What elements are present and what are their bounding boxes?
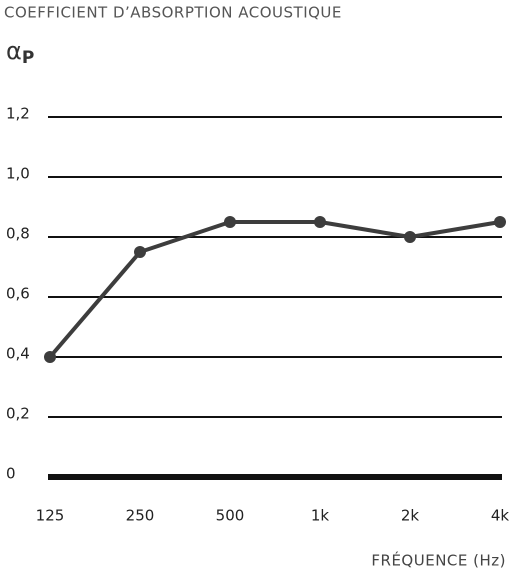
y-label-main: α xyxy=(6,37,22,65)
y-tick-label: 0,6 xyxy=(6,285,30,303)
y-axis-label: αP xyxy=(6,37,34,68)
chart-title: COEFFICIENT D’ABSORPTION ACOUSTIQUE xyxy=(4,4,342,22)
data-line xyxy=(48,220,501,359)
x-tick-label: 250 xyxy=(126,507,155,525)
x-tick-label: 4k xyxy=(491,507,510,525)
data-point xyxy=(44,351,56,363)
y-tick-label: 0 xyxy=(6,465,16,483)
x-tick-label: 1k xyxy=(311,507,330,525)
data-point xyxy=(494,216,506,228)
data-point xyxy=(224,216,236,228)
data-point xyxy=(134,246,146,258)
x-axis-label: FRÉQUENCE (Hz) xyxy=(371,551,506,570)
x-tick-label: 500 xyxy=(216,507,245,525)
y-label-sub: P xyxy=(22,48,34,68)
y-tick-label: 0,2 xyxy=(6,405,30,423)
x-tick-label: 2k xyxy=(401,507,420,525)
y-tick-label: 0,8 xyxy=(6,225,30,243)
data-point xyxy=(314,216,326,228)
x-tick-label: 125 xyxy=(36,507,65,525)
data-point xyxy=(404,231,416,243)
y-tick-label: 1,0 xyxy=(6,165,30,183)
y-tick-label: 0,4 xyxy=(6,345,30,363)
y-tick-label: 1,2 xyxy=(6,105,30,123)
